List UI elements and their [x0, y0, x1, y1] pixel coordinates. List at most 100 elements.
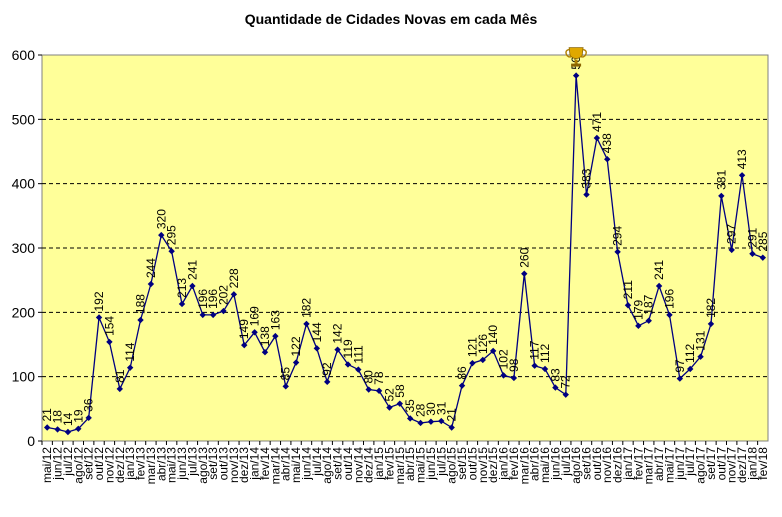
x-tick-label: dez/14 — [362, 447, 376, 483]
x-tick-label: ago/17 — [694, 447, 708, 484]
data-point-marker — [324, 378, 331, 386]
series-line — [47, 75, 764, 433]
data-point-marker — [687, 365, 694, 373]
x-tick-label: mar/15 — [393, 447, 407, 485]
data-point-marker — [199, 311, 206, 319]
data-label: 213 — [175, 278, 189, 298]
data-label: 85 — [279, 367, 293, 381]
data-point-marker — [230, 291, 238, 298]
x-tick-label: abr/13 — [154, 447, 168, 481]
x-tick-label: fev/13 — [134, 447, 148, 480]
data-point-marker — [168, 248, 175, 255]
trophy-icon — [565, 47, 587, 67]
data-point-marker — [365, 386, 372, 393]
x-tick-label: ago/15 — [445, 447, 459, 484]
data-point-marker — [510, 374, 518, 382]
data-point-marker — [417, 419, 424, 427]
data-label: 18 — [51, 410, 65, 424]
data-point-marker — [396, 400, 404, 407]
data-label: 188 — [134, 294, 148, 314]
x-tick-label: nov/14 — [351, 447, 365, 483]
x-tick-label: dez/16 — [611, 447, 625, 483]
data-label: 126 — [476, 334, 490, 354]
data-point-marker — [521, 270, 528, 277]
data-label: 21 — [445, 408, 459, 422]
data-label: 98 — [507, 358, 521, 372]
x-tick-label: fev/18 — [756, 447, 770, 480]
x-tick-label: out/12 — [92, 447, 106, 481]
data-label: 121 — [465, 337, 479, 357]
y-tick-label: 100 — [12, 369, 36, 385]
data-label: 228 — [227, 268, 241, 288]
data-point-marker — [220, 307, 227, 315]
data-label: 196 — [196, 289, 210, 309]
data-label: 28 — [414, 403, 428, 417]
data-point-marker — [178, 300, 186, 308]
data-point-marker — [562, 391, 569, 398]
data-label: 102 — [497, 349, 511, 369]
x-tick-label: jul/13 — [185, 447, 199, 477]
x-tick-label: mar/14 — [268, 447, 282, 485]
data-point-marker — [759, 254, 767, 261]
y-tick-label: 300 — [12, 240, 36, 256]
data-label: 14 — [61, 412, 75, 426]
x-tick-label: dez/15 — [486, 447, 500, 483]
data-point-marker — [666, 311, 673, 319]
data-label: 58 — [393, 384, 407, 398]
x-tick-label: ago/13 — [196, 447, 210, 484]
data-label: 260 — [517, 247, 531, 267]
data-label: 83 — [548, 368, 562, 382]
x-tick-label: mar/13 — [144, 447, 158, 485]
y-tick-label: 600 — [12, 47, 36, 63]
data-label: 383 — [580, 168, 594, 188]
data-label: 117 — [528, 340, 542, 359]
x-tick-label: fev/14 — [258, 447, 272, 480]
data-point-marker — [645, 317, 652, 324]
x-tick-label: set/15 — [455, 447, 469, 480]
data-label: 97 — [673, 359, 687, 373]
x-tick-label: nov/12 — [102, 447, 116, 483]
x-tick-label: jan/15 — [372, 447, 386, 481]
x-tick-label: jul/16 — [559, 447, 573, 477]
x-tick-label: nov/16 — [600, 447, 614, 483]
data-point-marker — [261, 349, 269, 356]
x-tick-label: mai/15 — [414, 447, 428, 483]
data-point-marker — [126, 364, 134, 371]
data-point-marker — [344, 361, 352, 368]
x-tick-label: mar/16 — [517, 447, 531, 485]
data-label: 291 — [745, 227, 759, 247]
x-tick-label: fev/15 — [382, 447, 396, 480]
x-tick-label: jun/16 — [548, 447, 562, 481]
data-point-marker — [158, 231, 165, 239]
data-label: 297 — [725, 224, 739, 244]
x-tick-label: abr/14 — [279, 447, 293, 481]
data-point-marker — [106, 338, 113, 346]
data-point-marker — [386, 404, 393, 411]
data-point-marker — [749, 250, 756, 257]
data-point-marker — [489, 347, 497, 355]
data-point-marker — [189, 282, 196, 290]
data-point-marker — [541, 365, 549, 373]
data-point-marker — [272, 332, 279, 340]
data-point-marker — [313, 345, 321, 352]
x-tick-label: out/16 — [590, 447, 604, 481]
data-label: 52 — [382, 388, 396, 402]
x-tick-label: mai/13 — [165, 447, 179, 483]
data-point-marker — [624, 302, 632, 309]
data-label: 196 — [662, 289, 676, 309]
data-label: 413 — [735, 149, 749, 169]
data-point-marker — [303, 320, 310, 328]
data-point-marker — [707, 320, 715, 328]
data-point-marker — [355, 366, 362, 373]
data-point-marker — [85, 414, 92, 422]
data-point-marker — [604, 156, 611, 163]
data-label: 295 — [165, 225, 179, 245]
x-tick-label: jan/14 — [248, 447, 262, 481]
x-tick-label: jul/15 — [434, 447, 448, 477]
data-label: 294 — [611, 226, 625, 246]
data-label: 241 — [652, 260, 666, 280]
x-tick-label: dez/12 — [113, 447, 127, 483]
x-tick-label: jul/12 — [61, 447, 75, 477]
data-point-marker — [292, 359, 300, 366]
data-label: 320 — [154, 209, 168, 229]
